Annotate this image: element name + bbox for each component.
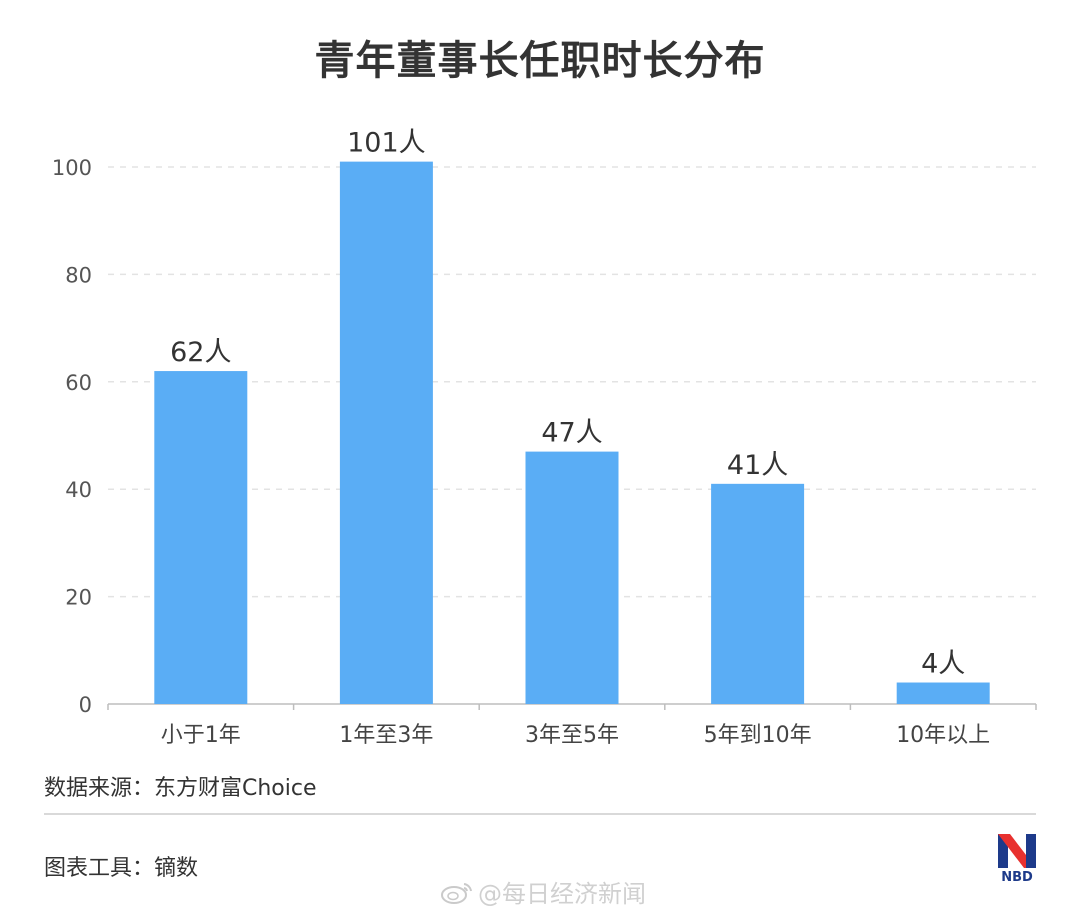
data-label: 4人 <box>921 649 965 680</box>
y-tick-label: 0 <box>79 693 92 717</box>
chart-title: 青年董事长任职时长分布 <box>314 38 766 84</box>
logo-text: NBD <box>1001 870 1033 885</box>
bar <box>154 371 248 704</box>
bar <box>711 483 805 704</box>
bar <box>339 161 433 704</box>
data-label: 47人 <box>541 418 602 449</box>
footer-divider <box>44 813 1036 815</box>
x-tick-label: 3年至5年 <box>525 723 619 748</box>
x-tick-label: 10年以上 <box>896 723 990 748</box>
y-tick-label: 40 <box>65 478 92 502</box>
bar <box>896 682 990 704</box>
x-tick-label: 小于1年 <box>161 723 241 748</box>
weibo-icon <box>441 882 472 904</box>
bar <box>525 451 619 704</box>
y-tick-label: 80 <box>65 263 92 287</box>
data-label: 41人 <box>727 450 788 481</box>
data-label: 62人 <box>170 337 231 368</box>
x-tick-label: 5年到10年 <box>704 723 812 748</box>
y-tick-label: 100 <box>52 156 92 180</box>
x-tick-label: 1年至3年 <box>339 723 433 748</box>
nbd-logo-icon: NBD <box>994 832 1040 894</box>
watermark: @每日经济新闻 <box>440 874 646 909</box>
chart-tool-note: 图表工具：镝数 <box>44 856 199 881</box>
data-label: 101人 <box>347 128 426 159</box>
watermark-text: @每日经济新闻 <box>478 880 646 908</box>
y-tick-label: 60 <box>65 371 92 395</box>
y-tick-label: 20 <box>65 586 92 610</box>
data-source-note: 数据来源：东方财富Choice <box>44 776 317 801</box>
